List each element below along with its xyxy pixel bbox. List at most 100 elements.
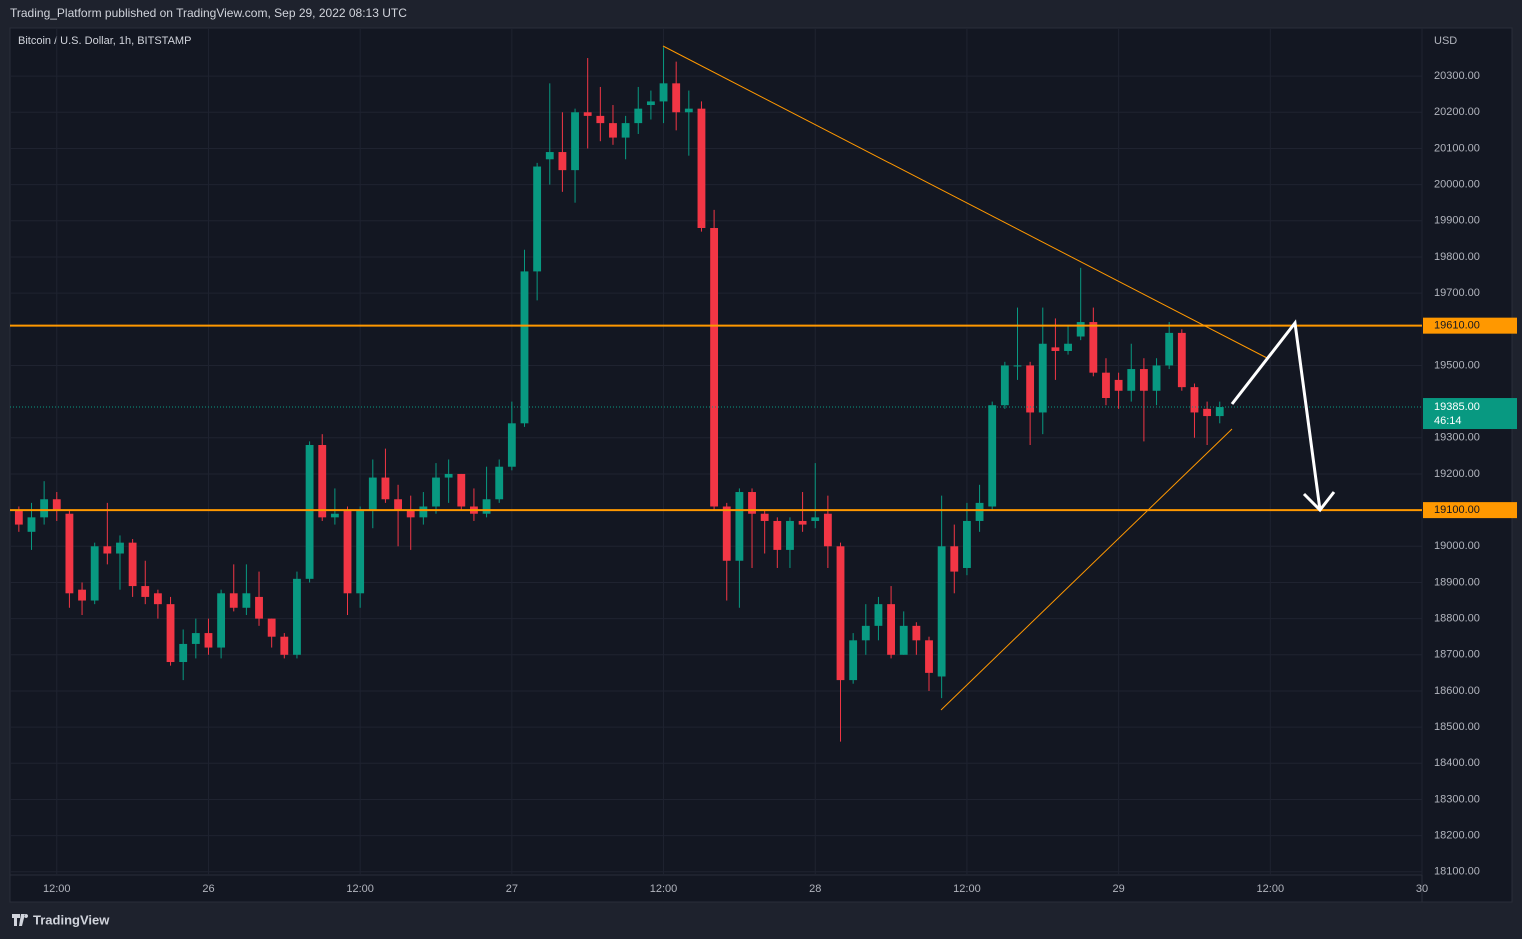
y-tick-label: 19900.00 <box>1434 215 1480 227</box>
candle-body <box>406 510 415 518</box>
x-tick-label: 12:00 <box>1257 883 1285 895</box>
candle-body <box>571 112 579 171</box>
candle-body <box>204 633 213 648</box>
x-tick-label: 12:00 <box>43 883 71 895</box>
candle-body <box>798 520 807 525</box>
candle-body <box>1114 379 1123 391</box>
candle-body <box>735 492 744 561</box>
candle-body <box>40 499 49 518</box>
candle-body <box>748 492 756 514</box>
candle-body <box>305 445 314 579</box>
trend-line-upper <box>662 45 1268 359</box>
candle-body <box>1089 322 1098 373</box>
y-tick-label: 18800.00 <box>1434 613 1480 625</box>
candle-body <box>1051 347 1060 351</box>
candle-body <box>1127 369 1136 391</box>
candle-body <box>191 633 200 644</box>
candle-body <box>697 108 706 229</box>
candle-body <box>343 510 352 594</box>
published-note: Trading_Platform published on TradingVie… <box>10 6 407 20</box>
candle-body <box>52 499 61 511</box>
level-label: 19100.00 <box>1434 504 1480 516</box>
candle-body <box>1102 372 1110 398</box>
candle-body <box>14 510 23 525</box>
candle-body <box>533 166 542 272</box>
candle-body <box>988 405 997 507</box>
x-tick-label: 29 <box>1112 883 1124 895</box>
candle-body <box>482 499 491 514</box>
arrow-head <box>1302 491 1336 513</box>
candle-body <box>609 123 617 138</box>
candle-body <box>950 546 959 572</box>
candle-body <box>1013 365 1022 367</box>
brand: TradingView <box>33 912 110 927</box>
x-tick-label: 12:00 <box>953 883 981 895</box>
y-tick-label: 18100.00 <box>1434 866 1480 878</box>
y-tick-label: 19700.00 <box>1434 287 1480 299</box>
candle-body <box>849 640 858 681</box>
candle-body <box>419 506 428 518</box>
candle-body <box>457 473 466 507</box>
candle-body <box>861 625 870 641</box>
candle-body <box>659 83 668 102</box>
candle-body <box>330 513 339 518</box>
candle-body <box>444 473 453 478</box>
candle-body <box>103 546 112 554</box>
candle-body <box>90 546 99 601</box>
candle-body <box>116 542 124 554</box>
candle-body <box>963 520 971 568</box>
candle-body <box>874 604 883 626</box>
candle-body <box>836 546 845 681</box>
level-label-box <box>1423 502 1517 519</box>
candles <box>10 47 1422 742</box>
candle-body <box>179 643 188 663</box>
y-tick-label: 20200.00 <box>1434 106 1480 118</box>
candle-body <box>255 596 263 619</box>
last-price-label: 19385.00 <box>1434 401 1480 413</box>
candle-body <box>621 123 630 138</box>
candle-body <box>1177 332 1186 388</box>
candle-body <box>27 517 36 532</box>
candle-body <box>811 517 820 521</box>
candle-body <box>823 513 832 547</box>
candle-body <box>293 578 301 655</box>
candle-body <box>394 499 402 511</box>
candle-body <box>242 593 251 608</box>
candle-body <box>1000 365 1009 406</box>
candle-body <box>356 510 365 594</box>
candle-body <box>65 513 74 594</box>
candle-body <box>899 625 908 655</box>
y-tick-label: 19500.00 <box>1434 359 1480 371</box>
candle-body <box>583 112 592 116</box>
candle-body <box>1152 365 1161 391</box>
y-tick-label: 20000.00 <box>1434 179 1480 191</box>
y-tick-label: 19200.00 <box>1434 468 1480 480</box>
axes: 20300.00 20200.00 20100.00 20000.00 19900.00… <box>43 70 1517 895</box>
candle-body <box>280 636 289 655</box>
y-tick-label: 20100.00 <box>1434 142 1480 154</box>
candle-body <box>1064 343 1072 351</box>
chart-pane <box>9 27 1513 903</box>
x-tick-label: 27 <box>506 883 518 895</box>
candle-body <box>78 589 86 601</box>
candle-body <box>596 115 605 124</box>
candle-body <box>368 477 377 511</box>
y-tick-label: 19000.00 <box>1434 540 1480 552</box>
candle-body <box>1139 369 1148 391</box>
candle-body <box>1076 322 1085 337</box>
y-tick-label: 18200.00 <box>1434 830 1480 842</box>
x-tick-label: 12:00 <box>650 883 678 895</box>
x-tick-label: 28 <box>809 883 821 895</box>
candle-body <box>229 593 238 608</box>
candle-body <box>646 101 655 106</box>
candle-body <box>773 520 782 550</box>
candle-body <box>432 477 440 507</box>
y-tick-label: 18700.00 <box>1434 649 1480 661</box>
last-price-box <box>1423 398 1517 430</box>
brand-logo <box>12 914 29 926</box>
y-tick-label: 18900.00 <box>1434 576 1480 588</box>
level-label: 19610.00 <box>1434 320 1480 332</box>
candle-body <box>887 604 895 655</box>
